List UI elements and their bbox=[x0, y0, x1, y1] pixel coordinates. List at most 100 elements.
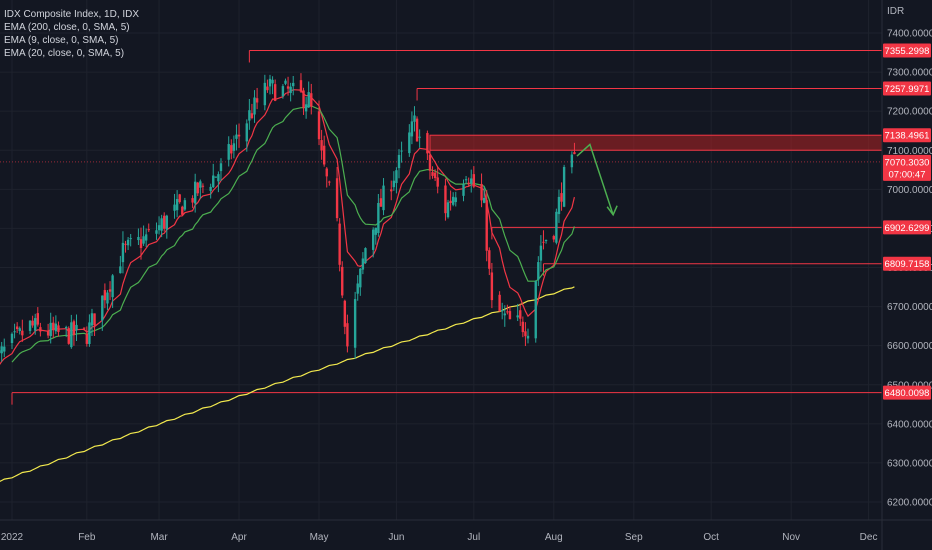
candle-body bbox=[57, 325, 60, 332]
candle-body bbox=[451, 196, 455, 205]
projection-arrowhead bbox=[606, 205, 618, 217]
chart-title: IDX Composite Index, 1D, IDX bbox=[4, 9, 140, 20]
candle-body bbox=[573, 152, 576, 155]
candle-body bbox=[121, 242, 125, 263]
candle-body bbox=[286, 86, 290, 89]
x-tick-label: Jun bbox=[388, 532, 404, 543]
candle-body bbox=[245, 123, 248, 142]
candle-body bbox=[155, 230, 158, 234]
candle-body bbox=[183, 200, 187, 210]
x-tick-label: Sep bbox=[625, 532, 643, 543]
candle-body bbox=[395, 170, 398, 184]
last-price-label: 7070.3030 bbox=[885, 157, 930, 168]
candle-body bbox=[72, 321, 76, 335]
x-tick-label: Apr bbox=[231, 532, 247, 543]
candle-body bbox=[534, 281, 537, 339]
x-tick-label: Oct bbox=[703, 532, 719, 543]
x-tick-label: Jul bbox=[467, 532, 480, 543]
candle-body bbox=[214, 176, 218, 178]
x-tick-label: Feb bbox=[78, 532, 96, 543]
candle-body bbox=[90, 313, 94, 326]
candle-body bbox=[230, 145, 233, 154]
candle-body bbox=[521, 321, 525, 333]
candle-body bbox=[284, 80, 287, 84]
candle-body bbox=[539, 245, 543, 261]
y-tick-label: 7200.0000 bbox=[887, 107, 932, 118]
candle-body bbox=[54, 323, 58, 332]
candle-body bbox=[165, 215, 168, 230]
candle-body bbox=[488, 250, 491, 269]
candle-body bbox=[209, 186, 212, 191]
currency-label: IDR bbox=[887, 6, 904, 17]
candle-body bbox=[139, 239, 143, 248]
candle-body bbox=[503, 313, 506, 316]
level-tag bbox=[883, 43, 931, 58]
candle-body bbox=[444, 185, 447, 214]
candle-body bbox=[64, 327, 68, 329]
candle-body bbox=[485, 200, 488, 251]
candle-body bbox=[379, 198, 383, 207]
candle-body bbox=[181, 206, 184, 215]
candle-body bbox=[173, 204, 176, 211]
level-label: 6902.6299 bbox=[885, 223, 930, 234]
candle-body bbox=[418, 136, 421, 138]
y-tick-label: 6200.0000 bbox=[887, 498, 932, 509]
resistance-zone bbox=[429, 134, 883, 151]
candle-body bbox=[552, 236, 555, 240]
y-tick-label: 6700.0000 bbox=[887, 302, 932, 313]
candle-body bbox=[325, 168, 328, 177]
candle-body bbox=[470, 178, 473, 184]
candle-body bbox=[516, 315, 519, 318]
candle-body bbox=[390, 189, 393, 192]
candle-body bbox=[255, 98, 259, 103]
y-tick-label: 6600.0000 bbox=[887, 341, 932, 352]
x-tick-label: Dec bbox=[860, 532, 878, 543]
candle-body bbox=[482, 197, 486, 203]
candle-body bbox=[292, 82, 295, 87]
candle-body bbox=[299, 80, 303, 92]
candle-body bbox=[519, 310, 522, 319]
candle-body bbox=[13, 331, 16, 333]
candle-body bbox=[353, 299, 357, 348]
candle-body bbox=[356, 283, 359, 294]
candle-body bbox=[454, 197, 457, 203]
candle-body bbox=[480, 183, 483, 201]
level-tag bbox=[883, 256, 931, 271]
candle-body bbox=[400, 150, 403, 152]
candle-body bbox=[111, 275, 114, 298]
candle-body bbox=[271, 79, 274, 84]
candle-body bbox=[163, 215, 166, 229]
candle-body bbox=[232, 143, 236, 151]
candle-body bbox=[426, 133, 429, 154]
candle-body bbox=[175, 199, 179, 211]
y-tick-label: 7000.0000 bbox=[887, 185, 932, 196]
candle-body bbox=[196, 182, 199, 194]
candle-body bbox=[147, 229, 150, 231]
candle-body bbox=[193, 181, 197, 204]
candle-body bbox=[508, 311, 512, 320]
y-tick-label: 7400.0000 bbox=[887, 29, 932, 40]
candle-body bbox=[101, 295, 104, 321]
countdown-label: 07:00:47 bbox=[889, 169, 926, 180]
candle-body bbox=[93, 313, 96, 326]
candle-body bbox=[413, 115, 416, 122]
candle-body bbox=[212, 175, 215, 188]
candle-body bbox=[34, 318, 37, 331]
candle-body bbox=[472, 174, 476, 187]
candle-body bbox=[542, 241, 545, 243]
candle-body bbox=[397, 154, 401, 169]
candle-body bbox=[281, 86, 285, 97]
candle-body bbox=[160, 218, 163, 231]
ema-9-legend: EMA (9, close, 0, SMA, 5) bbox=[4, 35, 119, 46]
candle-body bbox=[431, 172, 434, 176]
candle-body bbox=[227, 144, 230, 160]
ema-200-legend: EMA (200, close, 0, SMA, 5) bbox=[4, 22, 130, 33]
candle-body bbox=[142, 236, 145, 244]
candle-body bbox=[506, 311, 509, 313]
zone-label: 7138.4961 bbox=[885, 131, 930, 142]
candle-body bbox=[157, 225, 161, 231]
candle-body bbox=[364, 248, 367, 263]
candle-body bbox=[346, 323, 349, 347]
candle-body bbox=[372, 229, 375, 250]
